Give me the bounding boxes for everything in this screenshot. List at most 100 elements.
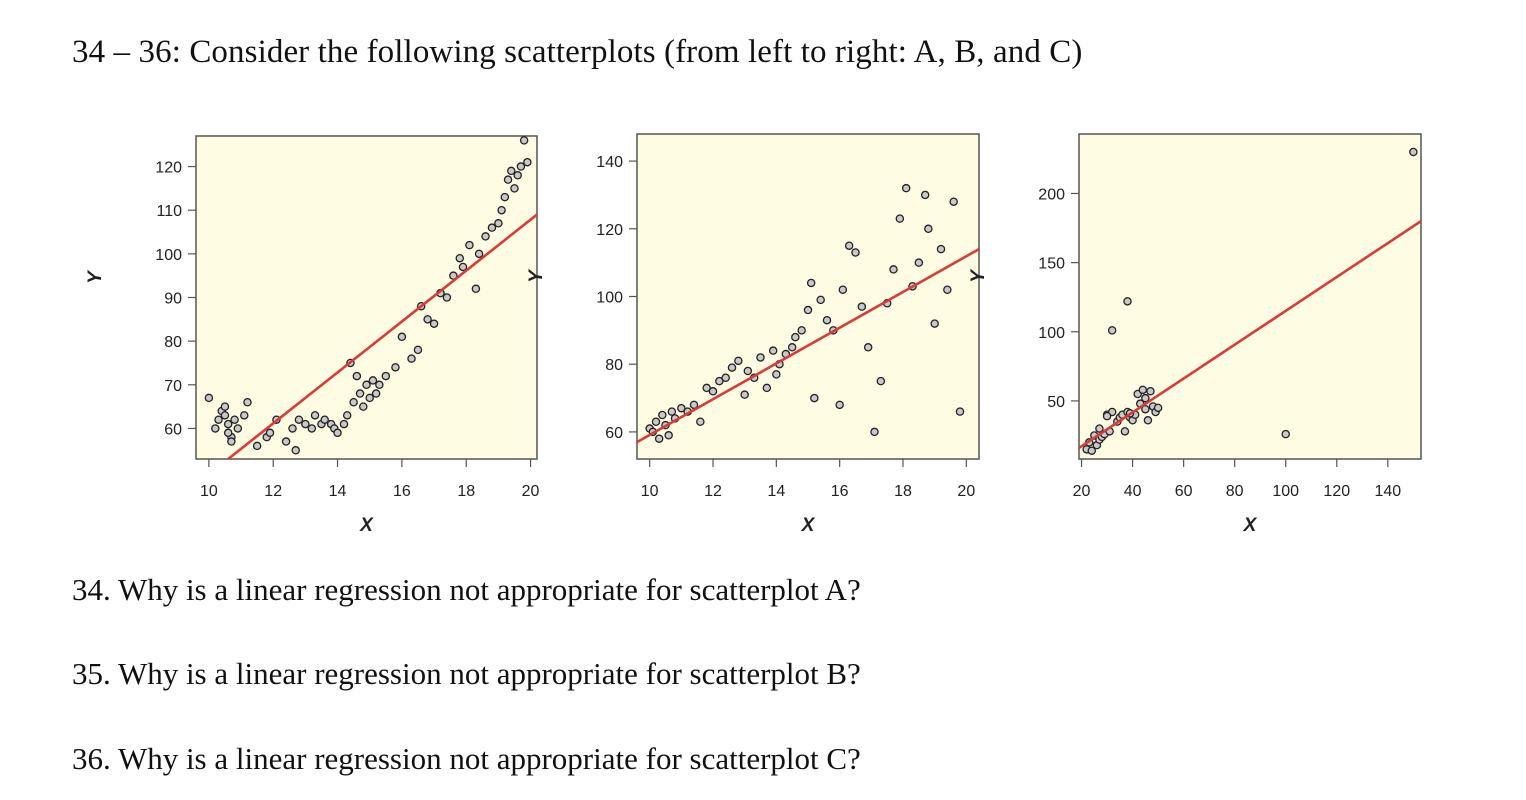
data-point — [455, 253, 465, 263]
y-tick-label: 100 — [1038, 325, 1065, 342]
data-point — [895, 214, 905, 223]
y-tick-label: 80 — [605, 357, 623, 374]
data-point — [914, 258, 924, 267]
question-36: 36. Why is a linear regression not appro… — [72, 741, 861, 776]
data-point — [368, 376, 378, 385]
data-point — [1095, 424, 1104, 433]
data-point — [955, 407, 965, 416]
data-point — [519, 136, 529, 145]
data-point — [740, 390, 749, 399]
data-point — [1107, 326, 1117, 335]
data-point — [381, 371, 391, 381]
data-point — [339, 419, 349, 429]
data-point — [365, 393, 374, 403]
data-point — [835, 400, 844, 410]
data-point — [1087, 446, 1097, 455]
data-point — [803, 305, 813, 315]
data-point — [391, 363, 400, 372]
x-tick-label: 12 — [264, 483, 282, 500]
data-point — [497, 205, 506, 215]
data-point — [487, 223, 497, 232]
data-point — [851, 248, 860, 257]
data-point — [458, 262, 468, 272]
data-point — [696, 417, 705, 427]
data-point — [1120, 427, 1130, 436]
data-point — [214, 415, 223, 424]
data-point — [658, 410, 667, 420]
x-tick-label: 100 — [1272, 483, 1299, 500]
data-point — [768, 346, 778, 355]
data-point — [301, 419, 310, 429]
data-point — [1146, 386, 1155, 396]
data-point — [375, 380, 384, 390]
data-point — [1123, 297, 1132, 306]
x-tick-label: 20 — [957, 483, 975, 500]
data-point — [307, 424, 317, 433]
data-point — [651, 417, 661, 427]
y-axis-title: Y — [526, 268, 547, 283]
data-point — [702, 383, 711, 393]
data-point — [857, 302, 867, 311]
regression-line — [1078, 220, 1422, 450]
x-tick-label: 18 — [894, 483, 912, 500]
x-tick-label: 120 — [1323, 483, 1350, 500]
data-point — [223, 419, 233, 429]
data-point — [220, 411, 230, 420]
data-point — [1141, 404, 1150, 414]
x-tick-label: 140 — [1374, 483, 1401, 500]
data-point — [1143, 416, 1153, 425]
page-title: 34 – 36: Consider the following scatterp… — [72, 34, 1083, 70]
y-tick-label: 200 — [1038, 186, 1065, 203]
data-point — [442, 293, 452, 302]
data-point — [822, 315, 832, 325]
data-point — [727, 363, 737, 372]
x-tick-label: 12 — [704, 483, 722, 500]
y-axis-title: Y — [85, 269, 106, 284]
data-point — [349, 398, 358, 407]
data-point — [465, 240, 474, 250]
data-point — [1153, 403, 1163, 413]
x-tick-label: 20 — [522, 483, 540, 500]
data-point — [516, 162, 526, 171]
data-point — [816, 295, 825, 305]
data-point — [863, 343, 873, 352]
data-point — [503, 175, 513, 184]
data-point — [371, 389, 381, 398]
data-point — [359, 402, 368, 411]
data-point — [355, 389, 365, 398]
data-point — [1281, 429, 1290, 439]
data-point — [230, 415, 239, 424]
data-point — [397, 332, 407, 342]
data-point — [1102, 411, 1112, 421]
data-point — [936, 244, 946, 254]
x-tick-label: 60 — [1175, 483, 1193, 500]
data-point — [838, 285, 848, 294]
data-point — [844, 241, 854, 250]
data-point — [708, 387, 718, 396]
data-point — [523, 157, 532, 167]
data-point — [407, 354, 416, 363]
data-point — [342, 411, 352, 420]
data-point — [494, 219, 503, 228]
data-point — [664, 431, 673, 440]
y-axis-title: Y — [968, 268, 989, 283]
y-tick-label: 120 — [155, 160, 182, 177]
data-point — [1138, 385, 1148, 395]
y-tick-label: 100 — [155, 247, 182, 264]
x-tick-label: 18 — [457, 483, 475, 500]
data-point — [471, 284, 481, 294]
data-point — [1141, 393, 1150, 403]
data-point — [949, 197, 958, 206]
data-point — [762, 383, 772, 393]
data-point — [1409, 147, 1418, 157]
data-point — [721, 373, 730, 382]
data-point — [291, 446, 300, 455]
data-point — [500, 192, 510, 202]
y-tick-label: 120 — [596, 222, 623, 239]
data-point — [513, 171, 522, 180]
data-point — [223, 428, 233, 438]
data-point — [243, 398, 252, 407]
data-point — [943, 285, 952, 294]
data-point — [806, 278, 816, 288]
y-tick-label: 110 — [156, 203, 182, 220]
